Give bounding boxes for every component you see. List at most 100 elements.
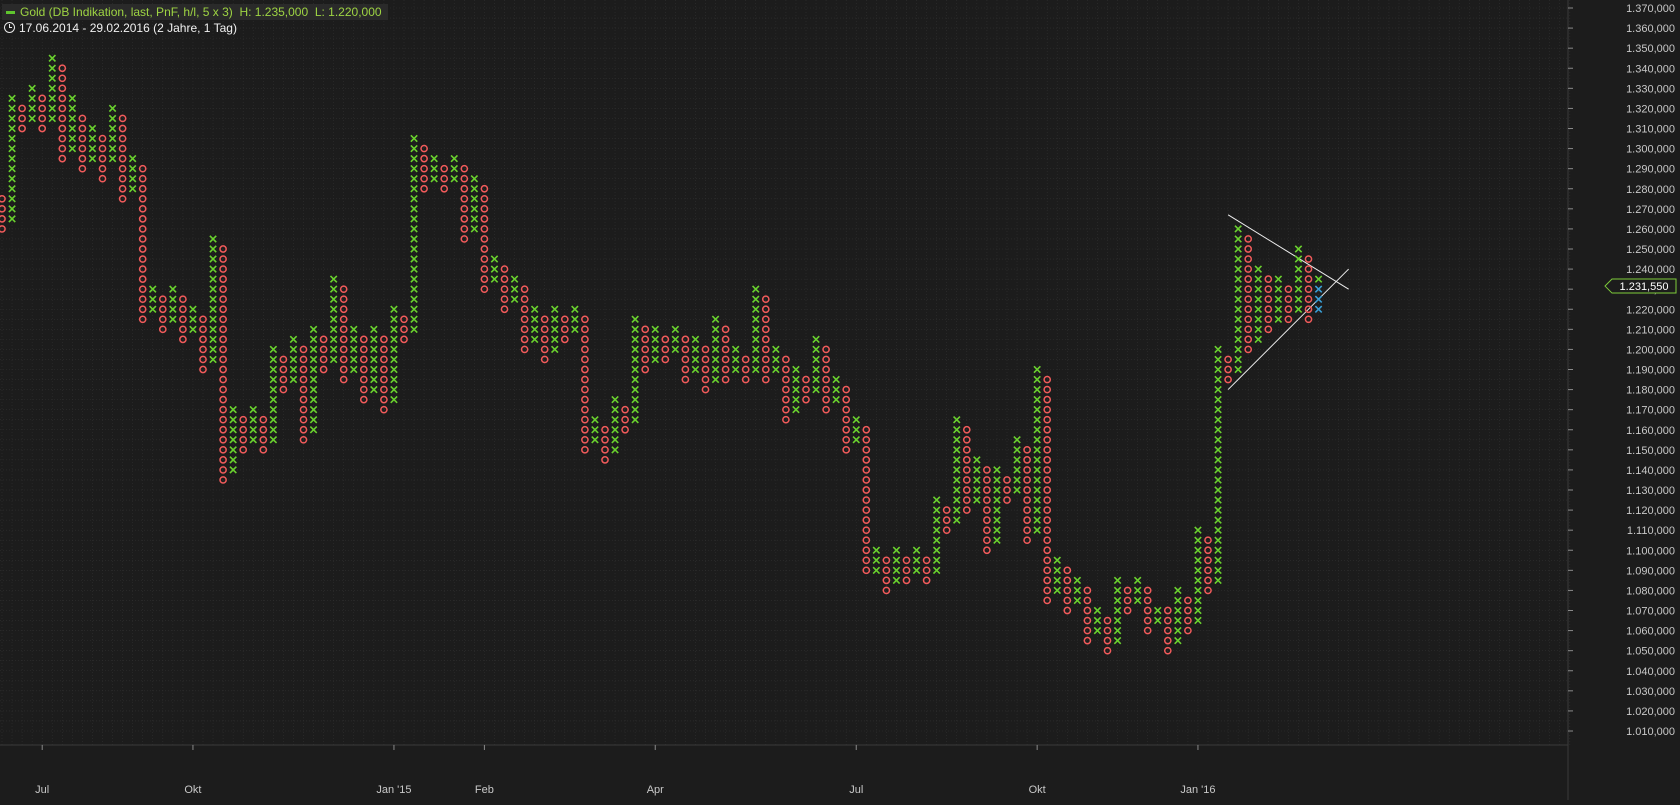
o-mark	[862, 476, 871, 484]
o-mark	[520, 315, 529, 324]
y-tick-label: 1.190,000	[1626, 365, 1675, 377]
x-mark	[48, 64, 57, 73]
o-mark	[1163, 646, 1172, 655]
x-mark	[973, 496, 981, 504]
x-mark	[631, 325, 639, 334]
o-mark	[138, 305, 147, 314]
x-mark	[892, 566, 901, 575]
o-mark	[299, 385, 308, 394]
o-mark	[38, 124, 47, 133]
x-mark	[1033, 466, 1041, 474]
o-mark	[983, 486, 991, 494]
o-mark	[359, 335, 368, 344]
o-mark	[179, 325, 187, 334]
x-mark	[209, 285, 217, 293]
o-mark	[761, 335, 770, 344]
o-mark	[581, 335, 589, 344]
x-mark	[390, 305, 398, 314]
o-mark	[480, 215, 489, 223]
x-mark	[912, 566, 921, 575]
o-mark	[520, 295, 529, 304]
x-mark	[1174, 616, 1182, 625]
o-mark	[58, 84, 67, 93]
y-tick-label: 1.270,000	[1626, 204, 1675, 216]
x-mark	[108, 124, 117, 133]
x-mark	[1113, 606, 1122, 615]
chart-legend[interactable]: Gold (DB Indikation, last, PnF, h/l, 5 x…	[2, 4, 388, 20]
pnf-column-84	[842, 385, 851, 454]
x-mark	[189, 325, 197, 334]
o-mark	[138, 204, 147, 213]
o-mark	[962, 496, 971, 504]
pnf-column-103	[1033, 365, 1041, 534]
o-mark	[983, 496, 991, 504]
x-mark	[812, 335, 820, 344]
o-mark	[822, 385, 830, 394]
o-mark	[219, 275, 227, 283]
x-mark	[772, 355, 780, 364]
x-mark	[309, 375, 318, 384]
x-mark	[1174, 626, 1182, 635]
x-mark	[189, 315, 197, 324]
o-mark	[842, 385, 851, 394]
x-mark	[932, 536, 941, 544]
x-mark	[571, 305, 579, 314]
x-mark	[289, 335, 298, 344]
x-mark	[1214, 385, 1222, 394]
o-mark	[1043, 506, 1052, 514]
o-mark	[621, 405, 629, 414]
x-mark	[88, 124, 97, 133]
o-mark	[500, 275, 509, 283]
x-mark	[1214, 375, 1222, 384]
x-mark	[8, 205, 16, 213]
pnf-column-29	[289, 335, 298, 384]
pnf-column-5	[48, 54, 57, 123]
o-mark	[1043, 586, 1052, 595]
o-mark	[1043, 476, 1052, 484]
o-mark	[782, 385, 790, 394]
x-mark	[1234, 295, 1242, 303]
o-mark	[380, 335, 388, 344]
o-mark	[842, 425, 851, 434]
x-mark	[1294, 275, 1303, 283]
x-mark	[1113, 586, 1122, 595]
x-mark	[530, 335, 539, 344]
x-mark	[410, 315, 418, 324]
o-mark	[0, 194, 6, 203]
date-range[interactable]: 17.06.2014 - 29.02.2016 (2 Jahre, 1 Tag)	[4, 21, 237, 35]
x-mark	[209, 345, 217, 354]
x-mark	[410, 235, 418, 243]
x-mark	[832, 375, 840, 384]
o-mark	[1083, 616, 1092, 625]
pnf-column-107	[1073, 576, 1082, 605]
o-mark	[842, 435, 851, 444]
x-mark	[973, 476, 981, 484]
x-mark	[1294, 285, 1303, 293]
current-value-marker: 1.231,550	[1604, 278, 1677, 294]
x-mark	[1033, 385, 1041, 394]
x-mark	[309, 325, 318, 334]
o-mark	[239, 435, 248, 444]
o-mark	[882, 556, 891, 565]
x-mark	[993, 486, 1001, 494]
x-mark	[530, 305, 539, 314]
pnf-column-127	[1274, 275, 1283, 324]
x-mark	[691, 355, 700, 364]
x-mark	[370, 355, 378, 364]
x-mark	[1133, 576, 1142, 585]
o-mark	[822, 375, 830, 384]
pnf-column-113	[1133, 576, 1142, 605]
o-mark	[581, 385, 589, 394]
x-mark	[1194, 586, 1202, 595]
o-mark	[721, 375, 730, 384]
o-mark	[741, 355, 750, 364]
x-mark	[209, 275, 217, 283]
o-mark	[922, 576, 931, 585]
x-mark	[1174, 596, 1182, 605]
o-mark	[118, 164, 127, 173]
o-mark	[1043, 445, 1052, 454]
x-mark	[792, 395, 800, 404]
pnf-column-39	[390, 305, 398, 404]
pnf-column-45	[450, 154, 459, 183]
o-mark	[681, 335, 690, 344]
